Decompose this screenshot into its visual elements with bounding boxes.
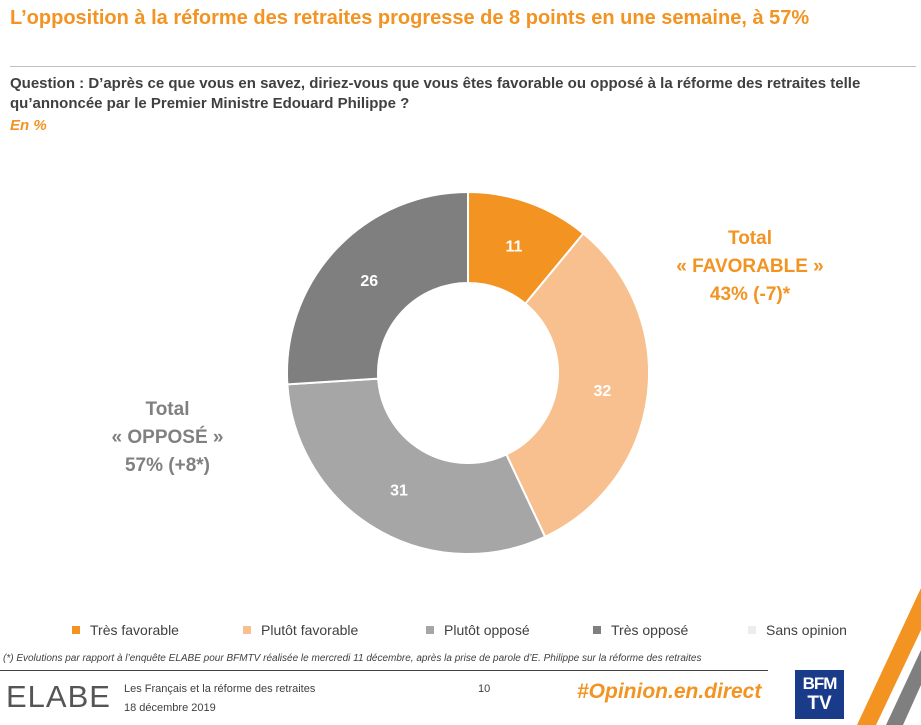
footer-date: 18 décembre 2019 [124,702,216,714]
hashtag: #Opinion.en.direct [577,680,762,703]
footer-info: Les Français et la réforme des retraites… [124,680,315,718]
legend-label: Plutôt opposé [444,622,530,638]
legend-swatch [243,626,251,634]
legend-swatch [426,626,434,634]
total-oppose-line-1: Total [145,399,190,420]
legend-swatch [72,626,80,634]
bfmtv-logo: BFM TV [795,670,844,719]
donut-slice-labels: 11 32 31 26 [360,239,611,500]
donut-slice-3 [286,190,469,386]
slice-value-label-2: 31 [390,483,408,500]
legend-label: Très opposé [611,622,689,638]
total-favorable-line-3: 43% (-7)* [709,284,791,305]
donut-slice-2 [286,377,547,555]
survey-question: Question : D’après ce que vous en savez,… [10,75,861,112]
legend-item-tres-oppose: Très opposé [593,622,688,638]
legend-label: Plutôt favorable [261,622,359,638]
orange-stripe [857,588,921,725]
legend-swatch [748,626,756,634]
grey-stripe [886,650,921,725]
title-divider [10,66,916,67]
donut-slices [286,190,650,555]
bfm-logo-line-1: BFM [802,674,838,693]
legend-item-tres-favorable: Très favorable [72,622,179,638]
total-oppose-annotation: Total « OPPOSÉ » 57% (+8*) [75,396,260,480]
bfm-logo-line-2: TV [807,693,832,714]
total-oppose-line-2: « OPPOSÉ » [111,427,224,448]
page-number: 10 [478,683,491,695]
legend-label: Très favorable [90,622,179,638]
unit-label: En % [10,117,47,134]
total-favorable-line-1: Total [728,228,772,249]
slice-value-label-3: 26 [360,273,378,290]
elabe-logo: ELABE [6,679,111,714]
footer-subject: Les Français et la réforme des retraites [124,683,316,695]
footnote: (*) Evolutions par rapport à l’enquête E… [3,653,702,664]
slice-value-label-0: 11 [505,239,522,256]
total-favorable-line-2: « FAVORABLE » [676,256,824,277]
legend-item-plutot-favorable: Plutôt favorable [243,622,358,638]
total-favorable-annotation: Total « FAVORABLE » 43% (-7)* [655,225,845,309]
page-title: L’opposition à la réforme des retraites … [10,7,810,29]
legend-swatch [593,626,601,634]
legend-label: Sans opinion [766,622,847,638]
chart-legend: Très favorable Plutôt favorable Plutôt o… [72,622,902,642]
legend-item-plutot-oppose: Plutôt opposé [426,622,530,638]
donut-slice-1 [504,232,650,539]
total-oppose-line-3: 57% (+8*) [124,455,211,476]
slice-value-label-1: 32 [594,383,612,400]
legend-item-sans-opinion: Sans opinion [748,622,847,638]
footer-divider [0,670,768,671]
